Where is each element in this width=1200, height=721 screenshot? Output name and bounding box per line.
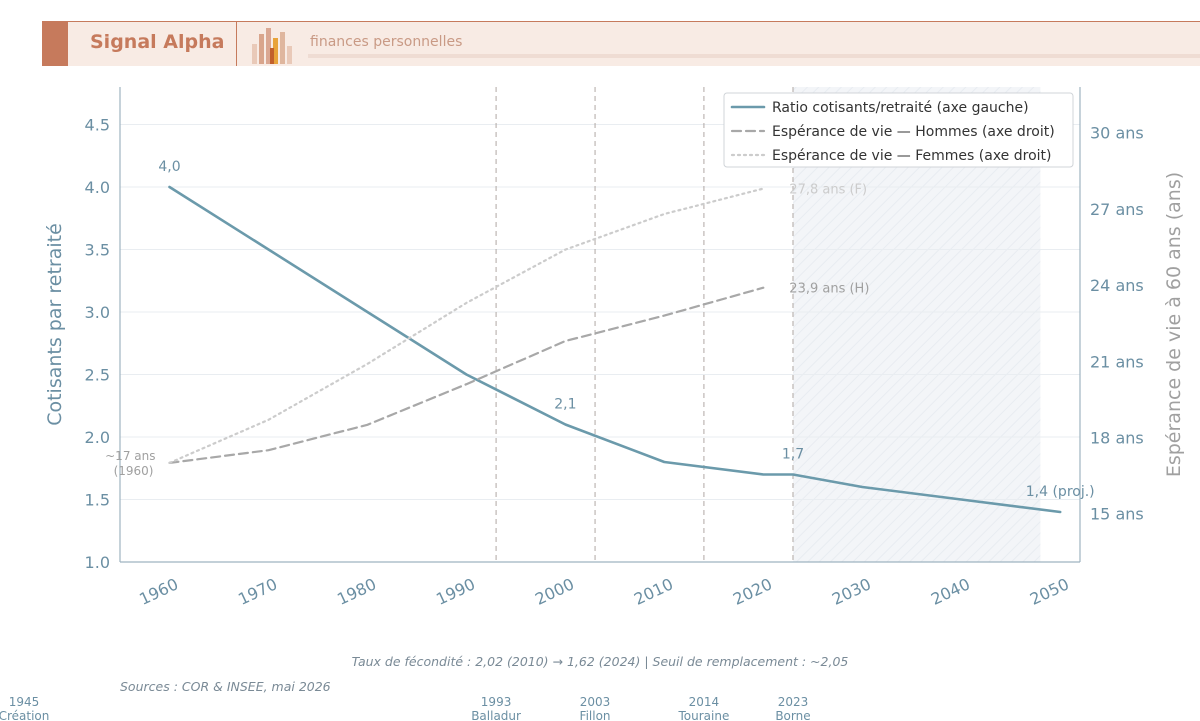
data-label: ~17 ans xyxy=(105,449,155,463)
y-left-tick-label: 3.0 xyxy=(85,303,110,322)
data-label: 27,8 ans (F) xyxy=(789,183,867,198)
legend-entry-3: Espérance de vie — Femmes (axe droit) xyxy=(772,148,1051,164)
site-header: Signal Alpha finances personnelles xyxy=(42,21,1200,66)
y-right-axis-title: Espérance de vie à 60 ans (ans) xyxy=(1163,172,1185,477)
x-tick-label: 2000 xyxy=(532,574,577,608)
legend-box xyxy=(723,92,1074,168)
series-line-3 xyxy=(168,187,765,464)
reform-label: Création xyxy=(0,709,49,721)
reform-label: Borne xyxy=(775,709,810,721)
header-tagline: finances personnelles xyxy=(310,34,463,50)
y-left-tick-label: 2.5 xyxy=(85,366,110,385)
x-tick-label: 1970 xyxy=(235,574,280,608)
y-right-tick-label: 27 ans xyxy=(1090,200,1144,219)
reform-label: Touraine xyxy=(677,709,729,721)
brand-title: Signal Alpha xyxy=(90,31,225,53)
x-tick-label: 2020 xyxy=(730,574,775,608)
data-label: 2,1 xyxy=(554,397,576,413)
reform-year: 2014 xyxy=(689,695,720,709)
y-right-tick-label: 15 ans xyxy=(1090,505,1144,524)
reform-year: 1993 xyxy=(481,695,512,709)
source-note: Sources : COR & INSEE, mai 2026 xyxy=(120,679,331,694)
header-rule xyxy=(308,54,1200,58)
x-tick-label: 2050 xyxy=(1027,574,1072,608)
reform-year: 2023 xyxy=(778,695,809,709)
reform-year: 1945 xyxy=(9,695,40,709)
y-left-tick-label: 4.0 xyxy=(85,178,110,197)
x-tick-label: 1990 xyxy=(433,574,478,608)
data-label: 4,0 xyxy=(158,159,180,175)
chart-legend: Ratio cotisants/retraité (axe gauche) Esp… xyxy=(723,92,1074,168)
y-left-tick-label: 1.0 xyxy=(85,553,110,572)
legend-entry-1: Ratio cotisants/retraité (axe gauche) xyxy=(772,100,1029,116)
reform-label: Fillon xyxy=(580,709,611,721)
y-right-tick-label: 21 ans xyxy=(1090,352,1144,371)
header-separator xyxy=(236,22,237,66)
y-right-tick-label: 24 ans xyxy=(1090,276,1144,295)
header-accent-bar xyxy=(42,22,68,66)
data-label: 1,7 xyxy=(782,447,804,463)
series-line-2 xyxy=(168,286,765,464)
y-right-tick-label: 30 ans xyxy=(1090,124,1144,143)
x-tick-label: 2040 xyxy=(928,574,973,608)
data-label: 1,4 (proj.) xyxy=(1026,484,1095,500)
series-line-1 xyxy=(168,185,1062,514)
y-left-tick-label: 2.0 xyxy=(85,428,110,447)
y-left-tick-label: 4.5 xyxy=(85,116,110,135)
reform-label: Balladur xyxy=(471,709,521,721)
y-left-axis-title: Cotisants par retraité xyxy=(44,223,66,426)
data-label: (1960) xyxy=(114,464,154,478)
y-right-tick-label: 18 ans xyxy=(1090,429,1144,448)
x-tick-label: 2030 xyxy=(829,574,874,608)
legend-entry-2: Espérance de vie — Hommes (axe droit) xyxy=(772,124,1055,140)
fertility-note: Taux de fécondité : 2,02 (2010) → 1,62 (… xyxy=(352,654,849,669)
y-left-tick-label: 1.5 xyxy=(85,491,110,510)
x-tick-label: 2010 xyxy=(631,574,676,608)
reform-year: 2003 xyxy=(580,695,611,709)
x-tick-label: 1980 xyxy=(334,574,379,608)
data-label: 23,9 ans (H) xyxy=(789,282,869,297)
bar-chart-logo-icon xyxy=(252,28,292,64)
y-left-tick-label: 3.5 xyxy=(85,241,110,260)
x-tick-label: 1960 xyxy=(136,574,181,608)
